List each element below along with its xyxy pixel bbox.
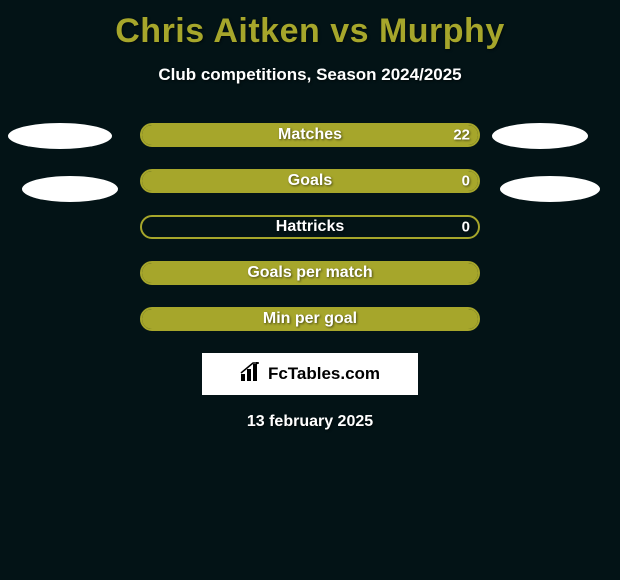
page-title: Chris Aitken vs Murphy <box>0 0 620 51</box>
stat-label: Hattricks <box>276 218 344 236</box>
brand-text: FcTables.com <box>268 364 380 384</box>
stat-rows-container: Matches 22 Goals 0 Hattricks 0 Goals per match… <box>0 123 620 331</box>
stat-bar-track: Min per goal <box>140 307 480 331</box>
stat-label: Matches <box>278 126 342 144</box>
decorative-ellipse <box>22 176 118 202</box>
stat-value-right: 0 <box>462 173 470 190</box>
page-subtitle: Club competitions, Season 2024/2025 <box>0 65 620 85</box>
stat-value-right: 0 <box>462 219 470 236</box>
stat-label: Goals per match <box>247 264 372 282</box>
stat-bar-track: Goals 0 <box>140 169 480 193</box>
stat-row: Min per goal <box>0 307 620 331</box>
decorative-ellipse <box>492 123 588 149</box>
decorative-ellipse <box>8 123 112 149</box>
stat-value-right: 22 <box>453 127 470 144</box>
stat-bar-track: Hattricks 0 <box>140 215 480 239</box>
stat-row: Hattricks 0 <box>0 215 620 239</box>
stat-label: Goals <box>288 172 332 190</box>
decorative-ellipse <box>500 176 600 202</box>
stat-bar-track: Goals per match <box>140 261 480 285</box>
bars-icon <box>240 362 262 387</box>
stat-row: Goals per match <box>0 261 620 285</box>
stat-label: Min per goal <box>263 310 357 328</box>
stat-bar-track: Matches 22 <box>140 123 480 147</box>
date-text: 13 february 2025 <box>0 413 620 431</box>
brand-box: FcTables.com <box>202 353 418 395</box>
